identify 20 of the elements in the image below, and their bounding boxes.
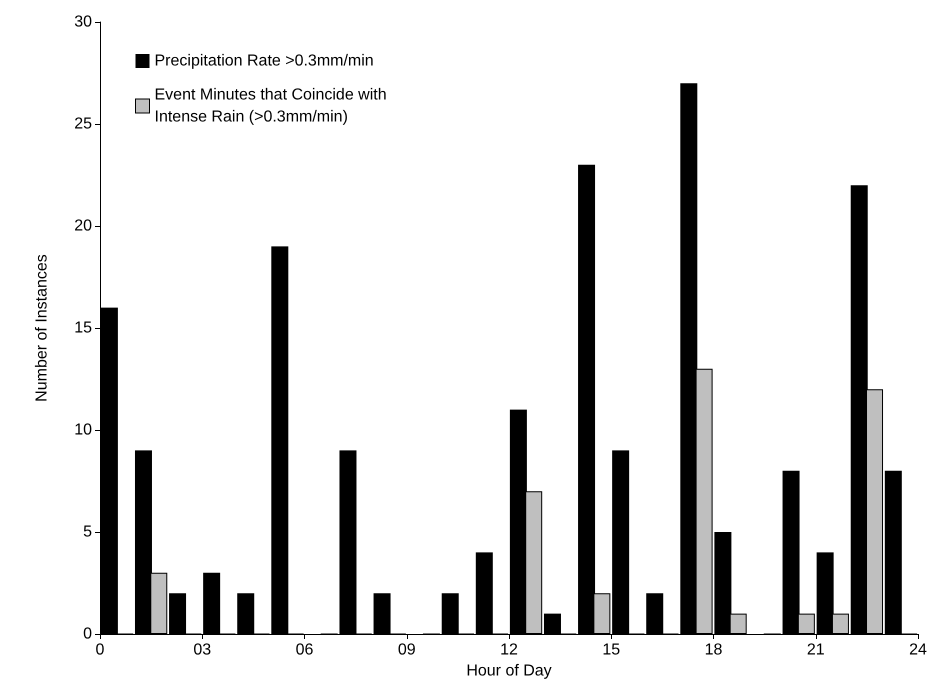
y-tick-label: 0 <box>83 626 92 642</box>
x-tick-label: 15 <box>602 642 620 658</box>
x-tick-label: 0 <box>96 642 105 658</box>
y-tick-label: 20 <box>74 218 92 234</box>
x-tick-label: 12 <box>500 642 518 658</box>
y-tick-label: 10 <box>74 422 92 438</box>
x-axis-title: Hour of Day <box>466 662 552 680</box>
y-axis-title: Number of Instances <box>34 254 50 402</box>
y-tick-label: 5 <box>83 524 92 540</box>
x-tick-label: 03 <box>193 642 212 658</box>
legend-label: Event Minutes that Coincide with Intense Rain (>0.3mm/min) <box>154 86 392 126</box>
x-tick-label: 21 <box>806 642 825 658</box>
y-tick-label: 25 <box>74 116 92 132</box>
x-tick-label: 06 <box>296 642 314 658</box>
legend-label: Precipitation Rate >0.3mm/min <box>154 52 374 70</box>
x-tick-label: 24 <box>909 642 927 658</box>
x-tick-label: 18 <box>704 642 722 658</box>
y-tick-label: 30 <box>74 14 92 30</box>
x-tick-label: 09 <box>398 642 416 658</box>
y-tick-label: 15 <box>74 320 92 336</box>
